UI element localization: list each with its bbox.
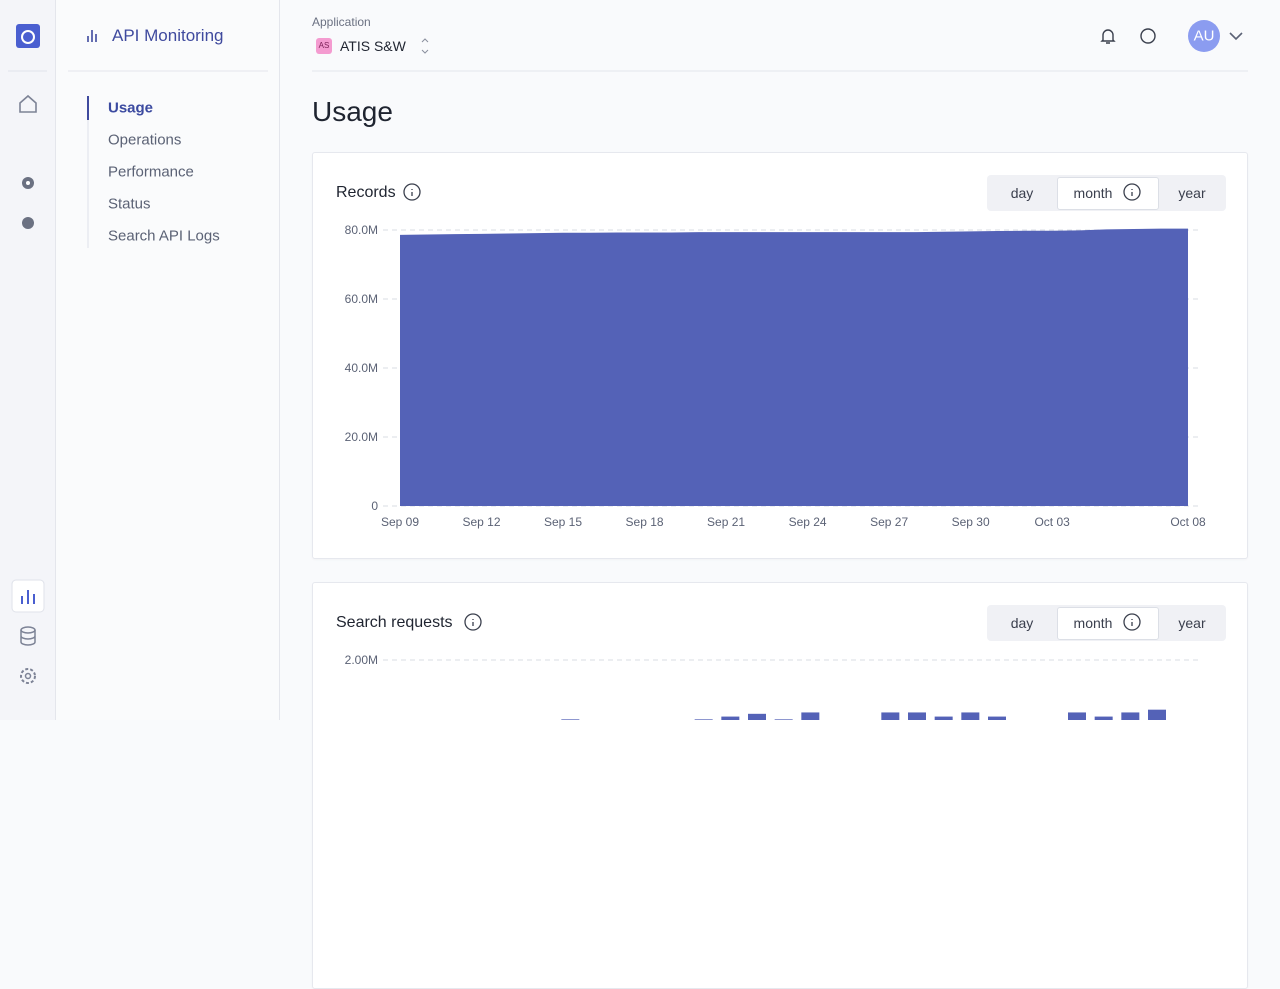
avatar-chevron[interactable]	[1229, 32, 1243, 41]
analytics-icon	[21, 590, 35, 604]
range-option[interactable]: month	[1073, 185, 1113, 201]
icon-rail	[0, 0, 56, 720]
sidebar-title: API Monitoring	[112, 26, 224, 45]
database-icon[interactable]	[20, 626, 36, 634]
help-icon[interactable]	[1140, 28, 1156, 44]
app-switch-icon[interactable]	[421, 38, 429, 54]
api-icon	[87, 30, 97, 42]
app-badge: AS	[316, 38, 332, 54]
nav-item[interactable]: Usage	[108, 99, 154, 117]
nav-item[interactable]: Performance	[108, 163, 194, 181]
records-card: Records day month year	[312, 152, 1248, 559]
logo[interactable]	[16, 24, 40, 48]
settings-icon-core	[24, 672, 32, 680]
range-option[interactable]: day	[1010, 615, 1034, 631]
page-title: Usage	[312, 96, 393, 127]
database-icon-body	[20, 630, 36, 646]
sidebar-lines	[68, 30, 268, 248]
rail-icons	[8, 24, 47, 684]
app-name[interactable]: ATIS S&W	[340, 38, 406, 54]
avatar-initials: AU	[1193, 27, 1215, 45]
nav-item[interactable]: Operations	[108, 131, 182, 149]
nav-item[interactable]: Search API Logs	[108, 227, 220, 245]
range-option[interactable]: day	[1010, 185, 1034, 201]
range-option[interactable]: year	[1178, 615, 1206, 631]
range-option[interactable]: month	[1073, 615, 1113, 631]
app-label: Application	[312, 15, 371, 29]
range-option[interactable]: year	[1178, 185, 1206, 201]
logo-mark	[21, 30, 35, 44]
sidebar: API Monitoring Usage Operations Performa…	[56, 0, 280, 720]
pin-dot	[26, 181, 30, 185]
settings-icon[interactable]	[20, 668, 36, 684]
range-toggle: day month year	[987, 175, 1226, 211]
range-toggle: day month year	[987, 605, 1226, 641]
bell-icon[interactable]	[1100, 29, 1116, 44]
page: API Monitoring Usage Operations Performa…	[0, 0, 1248, 989]
home-icon[interactable]	[19, 94, 37, 113]
nav-item[interactable]: Status	[108, 195, 151, 213]
pin-icon[interactable]	[22, 217, 34, 229]
chart-title: Records	[336, 184, 396, 201]
header-icons	[312, 20, 1248, 72]
avatar[interactable]	[1188, 20, 1220, 52]
search-card: Search requests day month year	[312, 582, 1248, 989]
chart-title: Search requests	[336, 614, 453, 631]
